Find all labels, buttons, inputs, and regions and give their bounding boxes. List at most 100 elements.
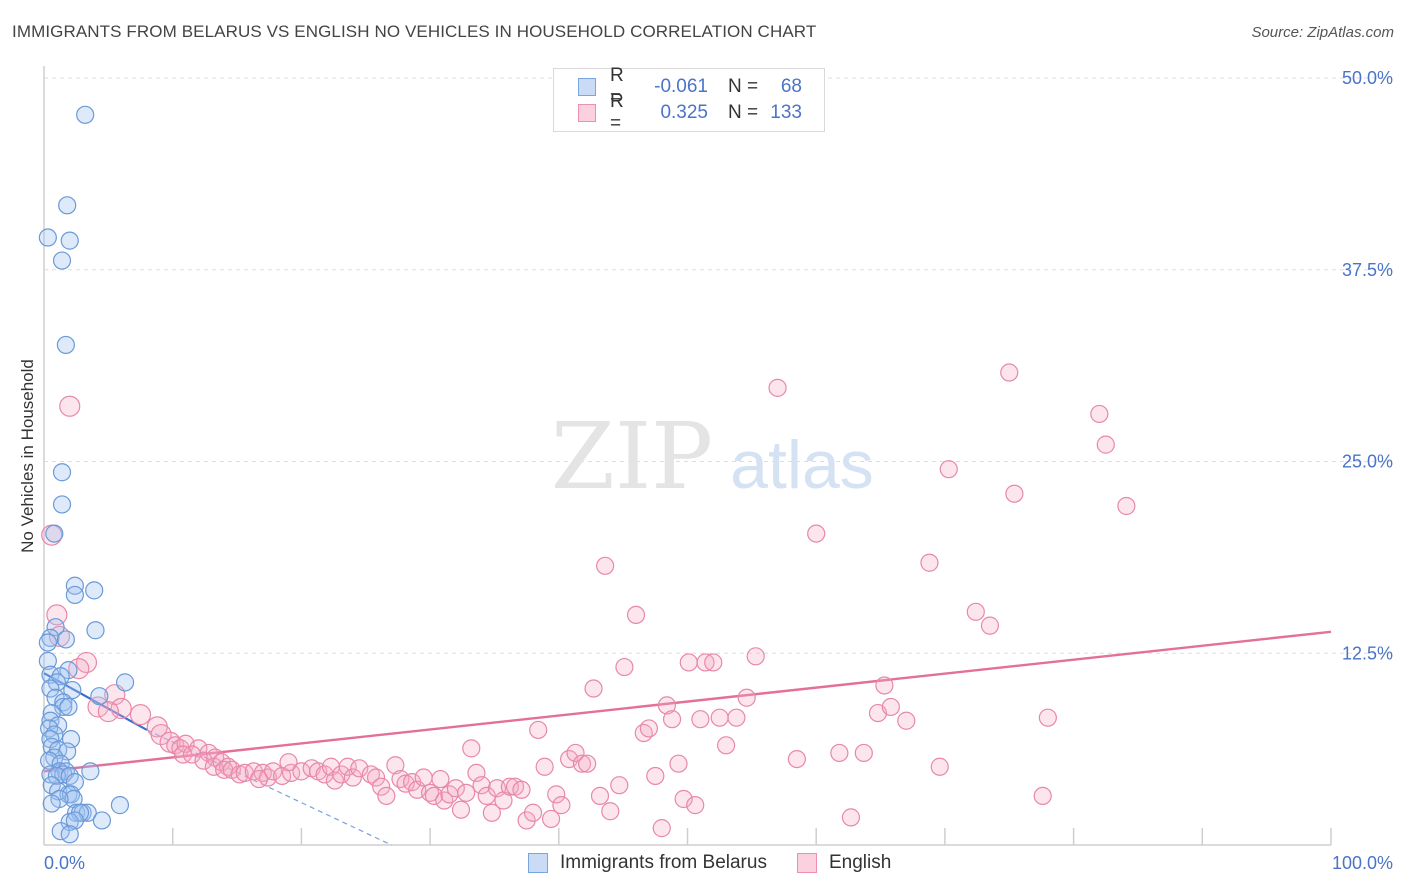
trend-line-english <box>43 630 1332 773</box>
data-point <box>535 757 554 776</box>
data-point <box>920 553 939 572</box>
data-point <box>547 785 566 804</box>
data-point <box>97 700 119 723</box>
watermark: ZIP atlas <box>551 403 874 510</box>
data-point <box>377 786 396 806</box>
data-point <box>1000 363 1019 382</box>
data-point <box>610 776 629 795</box>
data-point <box>662 710 682 729</box>
data-point <box>60 231 79 250</box>
data-point <box>52 495 72 514</box>
data-point <box>110 697 132 720</box>
data-point <box>1096 435 1115 454</box>
data-point <box>500 777 519 796</box>
legend-item-english[interactable]: English <box>796 852 891 874</box>
data-point <box>41 679 60 698</box>
data-point <box>194 751 213 770</box>
data-point <box>424 786 444 806</box>
data-points <box>38 105 1136 844</box>
legend-n-label: N = <box>728 102 759 123</box>
data-point <box>338 757 357 776</box>
data-point <box>472 776 491 795</box>
data-point <box>90 687 109 706</box>
y-tick-label: 12.5% <box>1342 643 1393 663</box>
data-point <box>386 756 405 775</box>
data-point <box>372 777 391 796</box>
data-point <box>482 803 501 822</box>
data-point <box>366 768 386 787</box>
data-point <box>361 765 380 784</box>
y-tick-label: 50.0% <box>1342 68 1393 88</box>
data-point <box>897 711 916 730</box>
data-point <box>52 463 72 482</box>
data-point <box>451 800 471 819</box>
legend-item-belarus[interactable]: Immigrants from Belarus <box>528 852 767 874</box>
legend-r-value: 0.325 <box>660 102 708 123</box>
data-point <box>854 743 873 763</box>
data-point <box>92 811 112 830</box>
data-point <box>42 794 61 813</box>
legend-label-belarus: Immigrants from Belarus <box>560 852 767 873</box>
data-point <box>679 653 698 672</box>
legend-r-label: R = <box>610 65 624 108</box>
data-point <box>512 780 531 799</box>
data-point <box>930 757 949 776</box>
data-point <box>1090 404 1109 424</box>
data-point <box>350 759 369 778</box>
data-point <box>85 581 104 600</box>
data-point <box>1117 496 1136 516</box>
data-point <box>710 708 729 727</box>
data-point <box>646 766 665 786</box>
data-point <box>807 524 826 543</box>
legend-n-label: N = <box>728 76 759 97</box>
data-point <box>639 719 658 738</box>
data-point <box>65 811 84 830</box>
legend-swatch-belarus <box>528 853 548 873</box>
data-point <box>414 768 433 787</box>
data-point <box>980 616 1000 635</box>
legend-row-belarus: R = -0.061 N = 68 <box>578 65 802 108</box>
gridlines <box>44 77 1392 654</box>
legend-row-english: R = 0.325 N = 133 <box>578 91 802 134</box>
data-point <box>86 621 105 640</box>
chart-title: IMMIGRANTS FROM BELARUS VS ENGLISH NO VE… <box>12 22 817 41</box>
data-point <box>787 749 806 769</box>
data-point <box>54 697 73 717</box>
data-point <box>59 697 78 717</box>
data-point <box>52 251 72 270</box>
legend-swatch-english <box>578 104 596 122</box>
data-point <box>462 739 481 758</box>
data-point <box>129 704 152 726</box>
data-point <box>881 697 900 717</box>
data-point <box>1033 786 1052 806</box>
source-label: Source: ZipAtlas.com <box>1251 24 1394 41</box>
data-point <box>46 618 65 637</box>
data-point <box>65 576 84 595</box>
data-point <box>47 766 66 786</box>
data-point <box>58 196 77 215</box>
data-point <box>727 708 746 727</box>
y-tick-label: 37.5% <box>1342 260 1393 280</box>
data-point <box>875 676 894 695</box>
x-tick-label: 0.0% <box>44 853 85 873</box>
series-legend: Immigrants from Belarus English <box>528 852 921 874</box>
data-point <box>939 460 958 479</box>
data-point <box>60 825 79 844</box>
data-point <box>38 228 57 247</box>
data-point <box>686 796 705 815</box>
data-point <box>38 651 57 671</box>
data-point <box>457 783 476 802</box>
data-point <box>578 754 597 773</box>
data-point <box>56 335 75 355</box>
data-point <box>552 796 571 815</box>
data-point <box>590 786 610 806</box>
legend-swatch-belarus <box>578 78 596 96</box>
data-point <box>746 647 765 666</box>
stats-legend: R = -0.061 N = 68 R = 0.325 N = 133 <box>553 65 825 134</box>
data-point <box>249 769 269 789</box>
watermark-atlas: atlas <box>730 427 874 503</box>
data-point <box>150 723 172 746</box>
data-point <box>704 653 723 672</box>
data-point <box>76 105 95 124</box>
